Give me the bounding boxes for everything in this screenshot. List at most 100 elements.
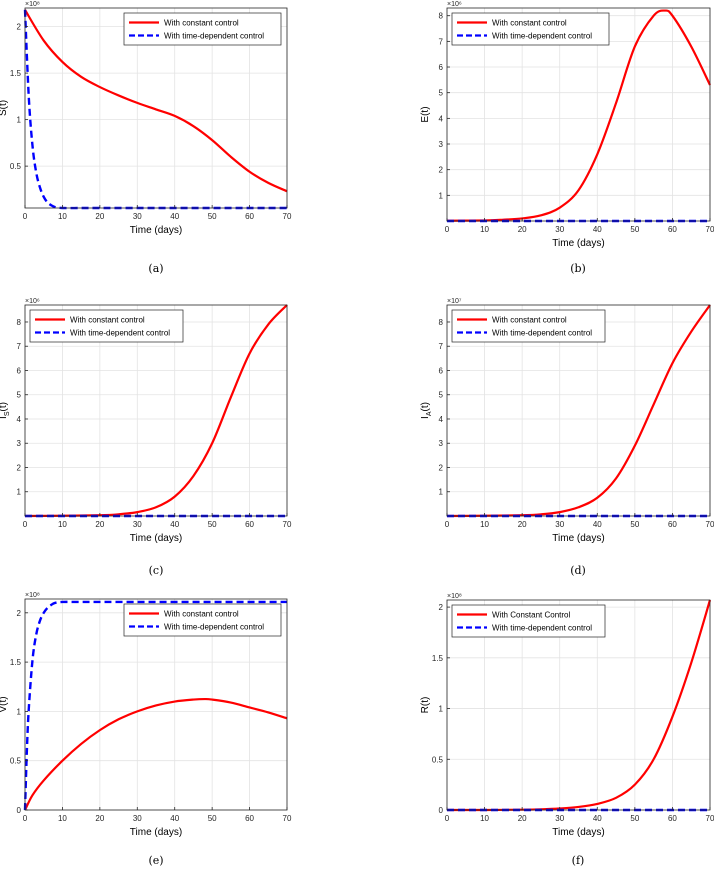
- y-tick-label-c: 5: [17, 391, 22, 400]
- x-tick-label-e: 60: [245, 814, 254, 823]
- y-tick-label-f: 1.5: [432, 654, 444, 663]
- x-tick-label-c: 50: [208, 520, 217, 529]
- x-tick-label-a: 70: [283, 212, 292, 221]
- x-tick-label-b: 0: [445, 225, 450, 234]
- series-line-e-1: [23, 600, 287, 811]
- x-axis-label-f: Time (days): [552, 827, 604, 838]
- x-axis-label-b: Time (days): [552, 238, 604, 249]
- y-tick-label-c: 7: [17, 342, 22, 351]
- y-axis-label-b: E(t): [420, 106, 431, 122]
- x-tick-label-a: 30: [133, 212, 142, 221]
- y-tick-label-c: 1: [17, 488, 22, 497]
- panel-a: 0 10 20 30 40 50 60 70 0.5 1 1.5 2 ×10⁸ Time (days) S(…: [0, 0, 350, 285]
- caption-b: (b): [570, 262, 586, 275]
- caption-e: (e): [148, 854, 164, 867]
- x-tick-label-d: 20: [518, 520, 527, 529]
- x-tick-label-a: 60: [245, 212, 254, 221]
- y-tick-label-d: 1: [439, 488, 444, 497]
- y-tick-label-b: 2: [439, 166, 444, 175]
- x-axis-label-a: Time (days): [130, 225, 182, 236]
- exponent-label-d: ×10⁷: [447, 298, 462, 305]
- y-tick-label-f: 0.5: [432, 755, 444, 764]
- y-tick-label-d: 7: [439, 342, 444, 351]
- y-axis-label-e: V(t): [0, 696, 9, 712]
- x-tick-label-c: 30: [133, 520, 142, 529]
- x-tick-label-d: 0: [445, 520, 450, 529]
- y-tick-label-f: 1: [439, 705, 444, 714]
- axes-box-f: [446, 599, 711, 811]
- x-tick-label-a: 50: [208, 212, 217, 221]
- x-tick-label-f: 30: [555, 814, 564, 823]
- y-tick-label-e: 1: [17, 707, 22, 716]
- legend-label-b-1: With time-dependent control: [492, 32, 592, 41]
- x-tick-label-a: 10: [58, 212, 67, 221]
- x-tick-label-b: 10: [480, 225, 489, 234]
- x-tick-label-c: 40: [170, 520, 179, 529]
- panel-c: 0 10 20 30 40 50 60 70 1 2 3 4 5 6 7 8 ×10⁶ Time (days) IS…: [0, 292, 350, 577]
- x-tick-label-f: 10: [480, 814, 489, 823]
- x-tick-label-b: 30: [555, 225, 564, 234]
- y-tick-label-d: 6: [439, 366, 444, 375]
- legend-box-d: [451, 309, 606, 343]
- x-tick-label-e: 50: [208, 814, 217, 823]
- panel-d: 0 10 20 30 40 50 60 70 1 2 3 4 5 6 7 8 ×10⁷ Time (days) IA…: [357, 292, 714, 577]
- x-tick-label-c: 60: [245, 520, 254, 529]
- x-tick-label-c: 10: [58, 520, 67, 529]
- y-axis-label-a: S(t): [0, 100, 9, 116]
- y-axis-label-d: IA(t): [420, 402, 433, 419]
- caption-a: (a): [148, 262, 164, 275]
- caption-f: (f): [571, 854, 585, 867]
- exponent-label-a: ×10⁸: [25, 1, 40, 8]
- y-tick-label-c: 6: [17, 366, 22, 375]
- legend-label-d-0: With constant control: [492, 316, 567, 325]
- legend-label-d-1: With time-dependent control: [492, 329, 592, 338]
- y-tick-label-a: 1: [17, 116, 22, 125]
- y-tick-label-c: 4: [17, 415, 22, 424]
- x-tick-label-d: 50: [630, 520, 639, 529]
- y-tick-label-d: 3: [439, 439, 444, 448]
- legend-label-f-0: With Constant Control: [492, 611, 570, 620]
- panel-e: 0 10 20 30 40 50 60 70 0 0.5 1 1.5 2 ×10⁸ Time (days) V…: [0, 588, 350, 871]
- y-tick-label-d: 5: [439, 391, 444, 400]
- x-tick-label-f: 70: [706, 814, 714, 823]
- legend-label-e-1: With time-dependent control: [164, 623, 264, 632]
- y-tick-label-a: 1.5: [10, 69, 22, 78]
- x-tick-label-b: 50: [630, 225, 639, 234]
- y-tick-label-b: 8: [439, 12, 444, 21]
- x-tick-label-c: 0: [23, 520, 28, 529]
- x-tick-label-d: 30: [555, 520, 564, 529]
- axes-box-a: [24, 7, 288, 209]
- y-tick-label-e: 1.5: [10, 658, 22, 667]
- chart-a-svg: 0 10 20 30 40 50 60 70 0.5 1 1.5 2 ×10⁸ Time (days) S(…: [0, 1, 292, 236]
- x-tick-label-f: 50: [630, 814, 639, 823]
- x-tick-label-e: 10: [58, 814, 67, 823]
- chart-c-svg: 0 10 20 30 40 50 60 70 1 2 3 4 5 6 7 8 ×10⁶ Time (days) IS…: [0, 298, 292, 544]
- y-tick-label-b: 7: [439, 37, 444, 46]
- axes-box-b: [446, 7, 711, 222]
- x-tick-label-e: 20: [95, 814, 104, 823]
- x-tick-label-b: 60: [668, 225, 677, 234]
- y-tick-label-b: 3: [439, 140, 444, 149]
- x-tick-label-d: 60: [668, 520, 677, 529]
- y-tick-label-d: 2: [439, 463, 444, 472]
- y-tick-label-e: 0.5: [10, 757, 22, 766]
- x-tick-label-a: 20: [95, 212, 104, 221]
- y-tick-label-d: 4: [439, 415, 444, 424]
- axes-box-d: [446, 304, 711, 517]
- x-tick-label-f: 20: [518, 814, 527, 823]
- chart-e-svg: 0 10 20 30 40 50 60 70 0 0.5 1 1.5 2 ×10⁸ Time (days) V…: [0, 592, 292, 838]
- x-tick-label-d: 70: [706, 520, 714, 529]
- panel-b: 0 10 20 30 40 50 60 70 1 2 3 4 5 6 7 8 ×10⁶ Time (days) E(…: [357, 0, 714, 285]
- x-tick-label-f: 60: [668, 814, 677, 823]
- legend-box-e: [123, 603, 282, 637]
- y-tick-label-d: 8: [439, 318, 444, 327]
- x-tick-label-d: 40: [593, 520, 602, 529]
- x-tick-label-b: 20: [518, 225, 527, 234]
- y-axis-label-c: IS(t): [0, 402, 11, 419]
- y-tick-label-b: 4: [439, 114, 444, 123]
- y-tick-label-a: 2: [17, 23, 22, 32]
- x-tick-label-b: 40: [593, 225, 602, 234]
- x-axis-label-c: Time (days): [130, 533, 182, 544]
- legend-box-f: [451, 604, 606, 638]
- x-axis-label-e: Time (days): [130, 827, 182, 838]
